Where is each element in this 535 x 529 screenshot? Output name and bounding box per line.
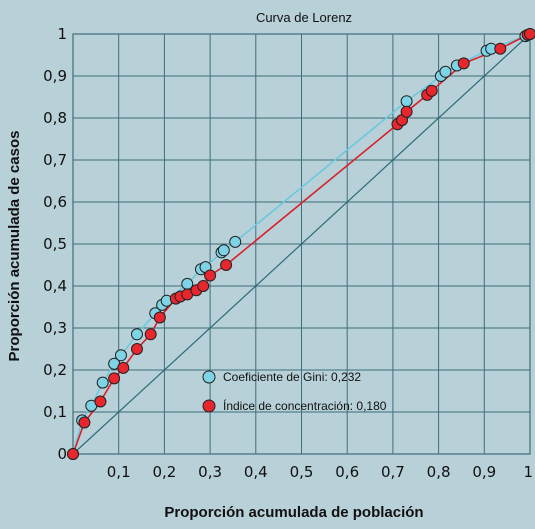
legend-swatch-concentracion xyxy=(202,399,216,413)
legend: Coeficiente de Gini: 0,232 Índice de con… xyxy=(202,370,387,413)
x-tick-label: 0,9 xyxy=(472,463,496,481)
y-tick-label: 0,3 xyxy=(43,319,67,337)
data-point-gini xyxy=(229,235,242,248)
x-tick-label: 0,4 xyxy=(244,463,268,481)
x-axis-label: Proporción acumulada de población xyxy=(164,504,423,521)
chart-title: Curva de Lorenz xyxy=(256,10,352,25)
data-point-concentracion xyxy=(524,28,535,40)
data-point-gini xyxy=(114,349,127,362)
data-point-concentracion xyxy=(78,416,91,429)
x-tick-label: 1 xyxy=(523,463,533,481)
x-tick-label: 0,6 xyxy=(335,463,359,481)
data-point-concentracion xyxy=(117,361,130,374)
data-point-gini xyxy=(96,376,109,389)
data-point-concentracion xyxy=(94,395,107,408)
data-point-gini xyxy=(217,244,230,257)
data-point-concentracion xyxy=(67,448,79,460)
x-tick-label: 0,7 xyxy=(381,463,405,481)
legend-swatch-gini xyxy=(202,370,216,384)
y-tick-label: 0,7 xyxy=(43,151,67,169)
y-tick-label: 0,8 xyxy=(43,109,67,127)
data-point-concentracion xyxy=(220,259,233,271)
legend-label-concentracion: Índice de concentración: 0,180 xyxy=(223,398,387,413)
x-tick-label: 0,3 xyxy=(198,463,222,481)
x-tick-label: 0,1 xyxy=(107,463,131,481)
y-tick-label: 0,2 xyxy=(43,361,67,379)
y-tick-label: 1 xyxy=(57,25,67,43)
y-tick-label: 0 xyxy=(57,445,67,463)
y-tick-label: 0,9 xyxy=(43,67,67,85)
y-axis-label: Proporción acumulada de casos xyxy=(6,131,23,362)
data-point-concentracion xyxy=(494,42,507,55)
x-tick-label: 0,2 xyxy=(152,463,176,481)
equality-line xyxy=(72,33,531,455)
data-point-gini xyxy=(439,65,452,78)
data-point-concentracion xyxy=(400,105,413,118)
y-tick-label: 0,6 xyxy=(43,193,67,211)
grid xyxy=(73,34,530,454)
data-point-gini xyxy=(400,95,413,108)
data-point-concentracion xyxy=(153,311,166,324)
data-point-concentracion xyxy=(457,57,470,70)
data-point-concentracion xyxy=(197,280,210,292)
plot-frame xyxy=(72,33,531,455)
data-point-concentracion xyxy=(130,343,143,355)
x-tick-label: 0,8 xyxy=(427,463,451,481)
x-tick-labels: 0,1 0,2 0,3 0,4 0,5 0,6 0,7 0,8 0,9 1 xyxy=(107,463,533,481)
x-tick-label: 0,5 xyxy=(290,463,314,481)
series-points xyxy=(67,28,535,460)
data-point-concentracion xyxy=(144,328,157,341)
y-tick-labels: 0 0,1 0,2 0,3 0,4 0,5 0,6 0,7 0,8 0,9 1 xyxy=(43,25,67,463)
legend-label-gini: Coeficiente de Gini: 0,232 xyxy=(223,370,361,384)
data-point-gini xyxy=(130,328,143,341)
data-point-concentracion xyxy=(108,372,121,385)
y-tick-label: 0,1 xyxy=(43,403,67,421)
data-point-concentracion xyxy=(204,269,217,282)
y-tick-label: 0,4 xyxy=(43,277,67,295)
data-point-concentracion xyxy=(425,84,438,97)
y-tick-label: 0,5 xyxy=(43,235,67,253)
